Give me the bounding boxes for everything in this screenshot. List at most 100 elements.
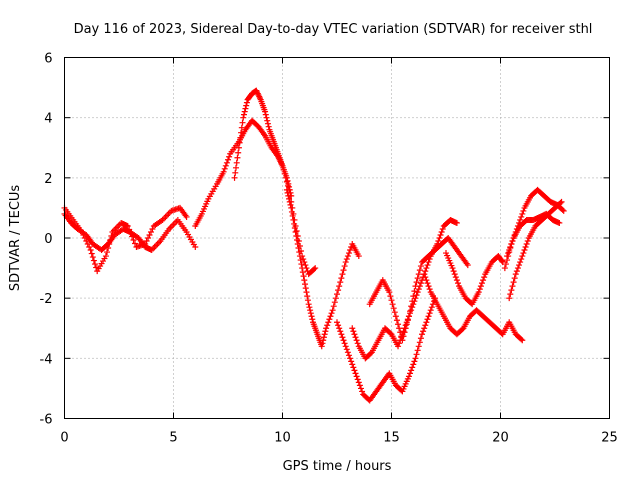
data-point [235, 149, 242, 156]
data-point [412, 283, 419, 290]
x-tick-label: 10 [274, 431, 291, 446]
data-point [92, 261, 99, 268]
data-point [517, 216, 524, 223]
data-point [415, 271, 422, 278]
data-point [242, 105, 249, 112]
data-point [326, 316, 333, 323]
data-point [400, 328, 407, 335]
data-point [107, 237, 114, 244]
data-point [421, 325, 428, 332]
data-point [305, 301, 312, 308]
y-tick-label: -4 [40, 352, 53, 367]
data-point [511, 275, 518, 282]
series-sat-track-e [283, 186, 362, 350]
data-point [420, 328, 427, 335]
data-point [396, 340, 403, 347]
data-point [298, 261, 305, 268]
data-point [513, 268, 520, 275]
data-point [341, 263, 348, 270]
series-sat-track-d [231, 87, 319, 278]
y-tick-label: -6 [40, 413, 53, 428]
data-point [264, 120, 271, 127]
data-point [414, 347, 421, 354]
data-point [294, 237, 301, 244]
data-point [291, 224, 298, 231]
data-point [518, 336, 525, 343]
data-point [423, 277, 430, 284]
data-point [235, 144, 242, 151]
data-point [291, 220, 298, 227]
data-point [284, 182, 291, 189]
data-point [238, 129, 245, 136]
data-point [146, 231, 153, 238]
x-tick-labels: 0 5 10 15 20 25 [60, 431, 617, 446]
data-point [340, 267, 347, 274]
data-point [290, 216, 297, 223]
data-point [294, 241, 301, 248]
data-point [388, 297, 395, 304]
data-point [407, 308, 414, 315]
data-point [520, 207, 527, 214]
data-point [320, 337, 327, 344]
axis-ticks [64, 57, 610, 419]
data-point [263, 114, 270, 121]
data-point [424, 262, 431, 269]
data-point [280, 166, 287, 173]
x-tick-label: 25 [601, 431, 618, 446]
data-point [392, 313, 399, 320]
data-point [436, 235, 443, 241]
data-point [239, 119, 246, 126]
data-point [367, 350, 374, 357]
data-point [331, 299, 338, 306]
data-point [510, 279, 517, 286]
data-point [145, 235, 152, 241]
data-point [297, 257, 304, 264]
data-point [422, 322, 429, 329]
data-point [236, 139, 243, 146]
data-point [338, 331, 345, 338]
data-point [288, 204, 295, 211]
data-point [292, 228, 299, 235]
data-point [518, 213, 525, 220]
data-point [285, 192, 292, 199]
data-point [104, 249, 111, 256]
data-point [507, 291, 514, 298]
data-point [438, 228, 445, 235]
data-point [106, 241, 113, 248]
data-point [499, 259, 506, 266]
data-point [293, 232, 300, 239]
data-point [232, 164, 239, 171]
data-point [452, 274, 459, 281]
data-point [129, 233, 136, 240]
data-point [421, 271, 428, 278]
data-point [454, 280, 461, 287]
data-point [283, 186, 290, 193]
data-point [324, 322, 331, 329]
data-point [414, 289, 421, 296]
data-point [337, 279, 344, 286]
data-point [517, 259, 524, 266]
data-point [509, 238, 516, 245]
series-sat-track-c [192, 117, 295, 229]
data-point [339, 271, 346, 278]
data-point [327, 313, 334, 320]
data-point [401, 329, 408, 336]
data-point [509, 283, 516, 290]
data-point [427, 307, 434, 314]
data-point [459, 326, 466, 333]
data-point [336, 325, 343, 332]
data-point [108, 232, 115, 239]
data-point [519, 337, 526, 344]
data-point [417, 280, 424, 287]
data-point [309, 316, 316, 323]
data-point [307, 307, 314, 314]
data-point [481, 274, 488, 281]
data-point [395, 321, 402, 328]
data-point [238, 124, 245, 131]
data-point [343, 346, 350, 353]
data-point [330, 303, 337, 310]
data-point [243, 99, 250, 106]
data-point [506, 295, 513, 302]
data-point [514, 265, 521, 272]
